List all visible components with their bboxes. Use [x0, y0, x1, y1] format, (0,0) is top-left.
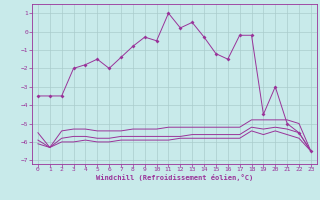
- X-axis label: Windchill (Refroidissement éolien,°C): Windchill (Refroidissement éolien,°C): [96, 174, 253, 181]
